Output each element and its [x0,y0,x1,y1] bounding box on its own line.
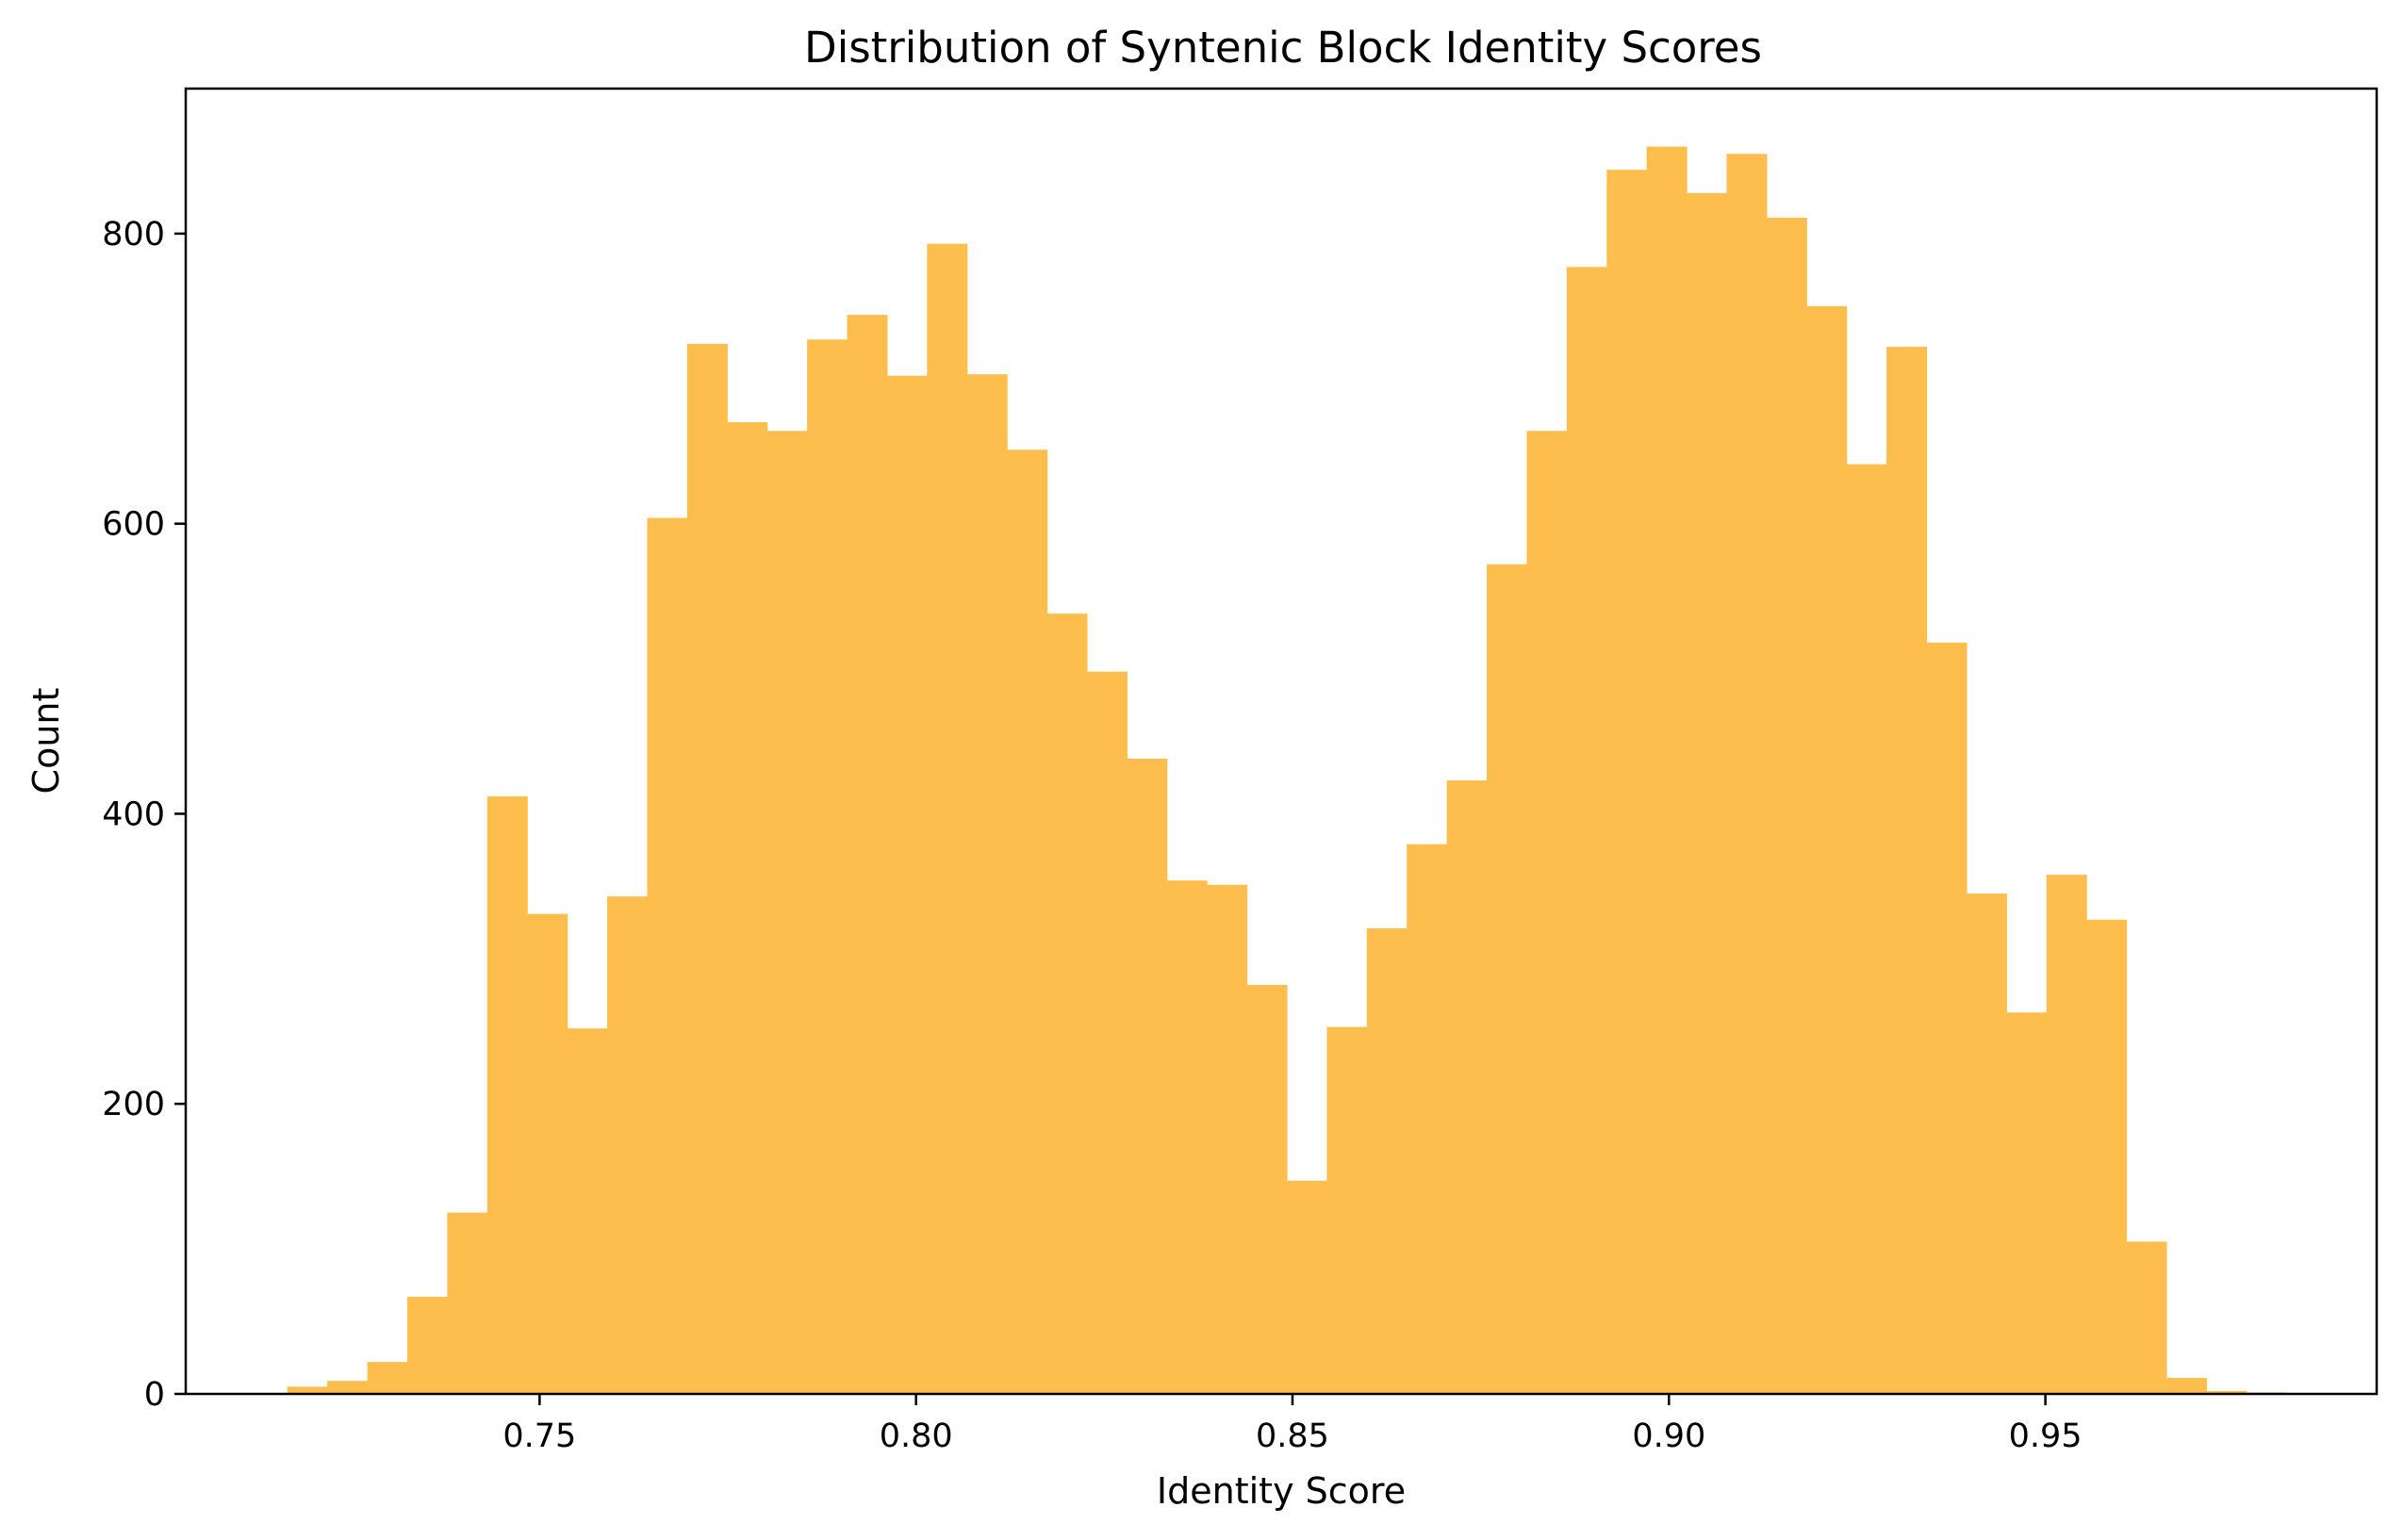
chart-title: Distribution of Syntenic Block Identity … [804,23,1762,73]
histogram-bar [1207,884,1248,1394]
y-tick-label: 0 [144,1376,165,1414]
histogram-bar [1487,564,1528,1394]
histogram-bar [1526,431,1568,1395]
histogram-bar [486,795,528,1394]
histogram-bar [727,421,768,1394]
histogram-bar [1246,985,1288,1394]
x-tick-label: 0.85 [1256,1417,1329,1455]
histogram-bar [607,896,649,1394]
histogram-bar [886,375,928,1395]
histogram-bar [766,431,808,1395]
histogram-bar [1007,450,1048,1394]
x-tick-label: 0.80 [880,1417,953,1455]
histogram-bar [567,1028,608,1394]
x-tick-label: 0.95 [2009,1417,2083,1455]
histogram-bar [1326,1026,1368,1394]
histogram-bar [647,517,688,1394]
y-axis-label: Count [25,688,67,795]
histogram-bar [1127,758,1168,1394]
histogram-bar [1286,1180,1327,1394]
x-tick-label: 0.75 [502,1417,576,1455]
histogram-bar [966,374,1008,1394]
histogram-bar [807,339,848,1394]
histogram-bar [407,1296,449,1394]
y-tick-label: 400 [102,795,165,833]
histogram-bar [1966,893,2007,1394]
x-axis-ticks: 0.75 0.80 0.85 0.90 0.95 [502,1394,2083,1455]
histogram-bars [287,146,2287,1395]
histogram-bar [2046,875,2087,1394]
histogram-bar [1726,154,1768,1394]
histogram-bar [327,1381,369,1394]
histogram-bar [2206,1390,2248,1394]
histogram-bar [1566,267,1607,1394]
histogram-bar [927,243,968,1394]
y-tick-label: 200 [102,1086,165,1123]
histogram-bar [1766,217,1807,1395]
x-tick-label: 0.90 [1632,1417,1705,1455]
y-axis-ticks: 0 200 400 600 800 [102,216,186,1414]
histogram-bar [1687,192,1728,1394]
histogram-bar [1166,880,1208,1394]
histogram-bar [2126,1241,2167,1394]
histogram-bar [1926,642,1968,1394]
histogram-bar [686,343,728,1394]
histogram-bar [2165,1378,2207,1394]
histogram-bar [2006,1012,2048,1394]
histogram-bar [1886,346,1928,1394]
histogram-bar [1646,146,1688,1395]
y-tick-label: 600 [102,506,165,544]
x-axis-label: Identity Score [1157,1470,1406,1512]
histogram-bar [1606,170,1648,1395]
histogram-bar [1446,780,1488,1394]
histogram-bar [1046,614,1088,1394]
histogram-bar [2086,919,2128,1394]
histogram-bar [1846,464,1887,1394]
plot-frame [184,87,2379,1396]
histogram-bar [1407,844,1448,1394]
histogram-bar [447,1212,488,1394]
histogram-bar [1366,928,1408,1394]
histogram-bar [1806,305,1848,1394]
y-tick-label: 800 [102,216,165,254]
histogram-bar [367,1362,408,1394]
histogram-bar [287,1386,328,1394]
histogram-bar [1086,671,1128,1394]
histogram-bar [527,913,568,1394]
histogram-bar [847,315,888,1395]
